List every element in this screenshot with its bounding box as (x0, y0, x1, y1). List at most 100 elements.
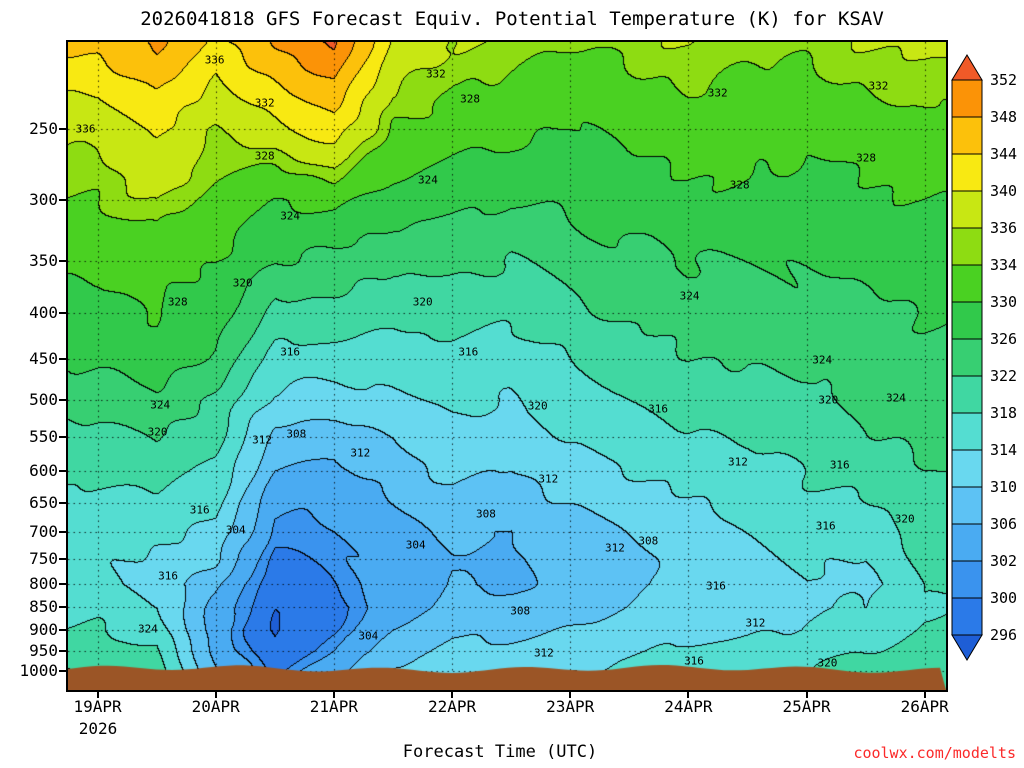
y-axis-tick-label: 600 (29, 461, 58, 481)
colorbar-tick-label: 340 (990, 182, 1018, 200)
contour-label: 320 (147, 425, 168, 439)
colorbar-tick-label: 348 (990, 108, 1018, 126)
colorbar-segment (951, 560, 983, 599)
colorbar-tick-label: 300 (990, 589, 1018, 607)
colorbar-tick-label: 344 (990, 145, 1018, 163)
y-axis-tick-mark (59, 199, 66, 202)
contour-label: 312 (605, 541, 625, 555)
contour-label: 332 (868, 79, 889, 93)
contour-label: 304 (225, 523, 246, 537)
contour-label: 316 (829, 458, 850, 472)
contour-label: 324 (150, 398, 171, 412)
y-axis-tick-label: 1000 (19, 660, 58, 680)
colorbar-segment (951, 412, 983, 451)
colorbar-segment (951, 190, 983, 229)
x-axis-tick-label: 24APR (664, 697, 713, 716)
y-axis-tick-label: 300 (29, 190, 58, 210)
contour-plot-canvas (68, 42, 946, 690)
colorbar-segment (951, 523, 983, 562)
colorbar-tick-label: 310 (990, 478, 1018, 496)
colorbar-bottom-arrow (951, 634, 983, 661)
contour-label: 332 (254, 96, 275, 110)
contour-label: 316 (158, 569, 179, 583)
colorbar-segment (951, 301, 983, 340)
y-axis-tick-label: 550 (29, 427, 58, 447)
contour-label: 324 (137, 622, 158, 636)
x-axis-tick-label: 26APR (900, 697, 949, 716)
y-axis-tick-label: 900 (29, 619, 58, 639)
colorbar-tick-label: 334 (990, 256, 1018, 274)
y-axis-tick-label: 950 (29, 640, 58, 660)
x-axis-tick-label: 23APR (546, 697, 595, 716)
x-axis-tick-mark (451, 692, 454, 698)
contour-label: 332 (707, 86, 728, 100)
contour-label: 320 (817, 656, 838, 670)
y-axis-tick-mark (59, 357, 66, 360)
contour-label: 320 (818, 393, 839, 407)
colorbar-segment (951, 116, 983, 155)
contour-label: 312 (252, 433, 272, 447)
chart-title: 2026041818 GFS Forecast Equiv. Potential… (140, 8, 884, 30)
contour-label: 316 (280, 345, 301, 359)
y-axis-tick-mark (59, 557, 66, 560)
contour-label: 328 (460, 92, 481, 106)
y-axis-tick-mark (59, 399, 66, 402)
y-axis-tick-mark (59, 582, 66, 585)
y-axis-tick-label: 400 (29, 302, 58, 322)
x-axis-tick-mark (569, 692, 572, 698)
colorbar-segment (951, 597, 983, 636)
contour-label: 324 (812, 353, 833, 367)
contour-label: 332 (425, 67, 446, 81)
colorbar-segment (951, 79, 983, 118)
contour-label: 312 (538, 472, 559, 486)
contour-label: 312 (727, 455, 748, 469)
y-axis-tick-mark (59, 436, 66, 439)
plot-area: 336 336 332 332 328 332 332 328 328 328 324 324 320 3… (66, 40, 948, 692)
colorbar-segment (951, 449, 983, 488)
contour-label: 316 (458, 345, 479, 359)
colorbar-tick-label: 314 (990, 441, 1018, 459)
y-axis-tick-mark (59, 501, 66, 504)
contour-label: 320 (232, 276, 253, 290)
x-axis-tick-mark (687, 692, 690, 698)
contour-label: 312 (745, 616, 766, 630)
colorbar-tick-label: 330 (990, 293, 1018, 311)
contour-label: 304 (358, 629, 379, 643)
y-axis-tick-label: 850 (29, 597, 58, 617)
y-axis-tick-mark (59, 311, 66, 314)
contour-label: 316 (189, 503, 210, 517)
y-axis-tick-mark (59, 628, 66, 631)
colorbar-segment (951, 375, 983, 414)
x-axis-tick-label: 21APR (309, 697, 358, 716)
colorbar-segment (951, 486, 983, 525)
y-axis-tick-mark (59, 606, 66, 609)
colorbar-top-arrow (951, 54, 983, 81)
x-axis-tick-mark (332, 692, 335, 698)
y-axis-tick-label: 750 (29, 548, 58, 568)
y-axis-tick-label: 450 (29, 348, 58, 368)
x-axis-tick-label: 25APR (782, 697, 831, 716)
contour-label: 336 (204, 53, 225, 67)
contour-label: 336 (75, 122, 96, 136)
contour-label: 312 (533, 646, 554, 660)
contour-label: 308 (638, 534, 659, 548)
contour-label: 316 (706, 579, 726, 593)
x-axis-tick-mark (805, 692, 808, 698)
colorbar-tick-label: 306 (990, 515, 1018, 533)
colorbar-tick-label: 352 (990, 71, 1018, 89)
watermark: coolwx.com/modelts (853, 744, 1016, 762)
y-axis-tick-label: 350 (29, 250, 58, 270)
y-axis-tick-label: 500 (29, 390, 58, 410)
colorbar-tick-label: 296 (990, 626, 1018, 644)
colorbar (951, 54, 983, 661)
contour-label: 308 (510, 604, 531, 618)
x-axis-tick-mark (96, 692, 99, 698)
y-axis-tick-mark (59, 128, 66, 131)
contour-label: 324 (418, 173, 438, 187)
y-axis-tick-label: 250 (29, 119, 58, 139)
contour-label: 328 (729, 178, 750, 192)
y-axis-tick-label: 700 (29, 521, 58, 541)
contour-label: 324 (280, 209, 301, 223)
colorbar-tick-label: 336 (990, 219, 1018, 237)
